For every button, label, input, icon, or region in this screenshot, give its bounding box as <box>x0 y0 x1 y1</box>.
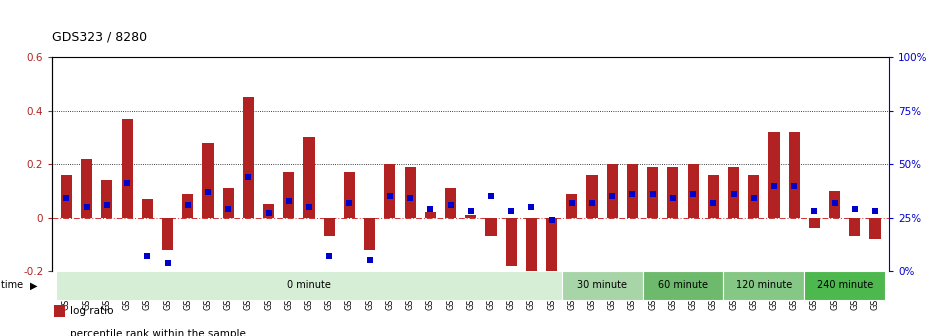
Point <box>362 258 378 263</box>
Point <box>160 260 175 265</box>
Bar <box>506 218 516 266</box>
Point <box>59 196 74 201</box>
Bar <box>56 271 562 300</box>
Bar <box>643 271 724 300</box>
Point <box>504 209 519 214</box>
Bar <box>728 167 739 218</box>
Point <box>585 200 600 205</box>
Bar <box>668 167 678 218</box>
Bar <box>243 97 254 218</box>
Point <box>79 204 94 210</box>
Point <box>806 209 822 214</box>
Bar <box>54 328 65 336</box>
Bar <box>445 188 456 218</box>
Text: 60 minute: 60 minute <box>658 281 708 290</box>
Point <box>726 192 741 197</box>
Bar <box>708 175 719 218</box>
Text: time: time <box>1 281 27 290</box>
Bar <box>485 218 496 237</box>
Bar <box>688 164 699 218</box>
Point <box>666 196 681 201</box>
Point <box>544 217 559 222</box>
Point <box>321 253 337 259</box>
Bar <box>384 164 396 218</box>
Bar <box>183 194 193 218</box>
Point <box>99 202 114 208</box>
Bar <box>404 167 416 218</box>
Point <box>241 174 256 180</box>
Text: 120 minute: 120 minute <box>736 281 792 290</box>
Bar <box>81 159 92 218</box>
Bar <box>323 218 335 237</box>
Bar <box>768 132 780 218</box>
Point <box>564 200 579 205</box>
Point <box>341 200 357 205</box>
Bar <box>283 172 295 218</box>
Point <box>180 202 195 208</box>
Point <box>786 183 802 188</box>
Point <box>443 202 458 208</box>
Text: ▶: ▶ <box>30 281 38 290</box>
Point <box>120 181 135 186</box>
Point <box>281 198 297 203</box>
Point <box>201 189 216 195</box>
Point <box>382 194 398 199</box>
Bar <box>562 271 643 300</box>
Bar <box>788 132 800 218</box>
Bar <box>627 164 638 218</box>
Point <box>140 253 155 259</box>
Point <box>767 183 782 188</box>
Bar <box>465 215 476 218</box>
Bar <box>102 180 112 218</box>
Bar <box>748 175 759 218</box>
Point <box>706 200 721 205</box>
Point <box>483 194 498 199</box>
Point <box>625 192 640 197</box>
Point <box>686 192 701 197</box>
Bar <box>364 218 376 250</box>
Bar <box>869 218 881 239</box>
Point <box>867 209 883 214</box>
Bar <box>162 218 173 250</box>
Bar <box>344 172 355 218</box>
Bar <box>303 137 315 218</box>
Bar <box>805 271 885 300</box>
Bar <box>647 167 658 218</box>
Bar <box>425 212 436 218</box>
Bar <box>566 194 577 218</box>
Bar <box>829 191 840 218</box>
Bar <box>203 143 214 218</box>
Bar <box>61 175 72 218</box>
Bar <box>546 218 557 279</box>
Point <box>827 200 843 205</box>
Bar <box>587 175 597 218</box>
Point <box>402 196 417 201</box>
Text: percentile rank within the sample: percentile rank within the sample <box>69 329 245 336</box>
Point <box>524 204 539 210</box>
Bar <box>607 164 618 218</box>
Point <box>463 209 478 214</box>
Text: log ratio: log ratio <box>69 306 113 316</box>
Bar <box>526 218 537 277</box>
Bar <box>223 188 234 218</box>
Bar <box>142 199 153 218</box>
Text: 240 minute: 240 minute <box>817 281 873 290</box>
Point <box>645 192 660 197</box>
Bar <box>54 305 65 317</box>
Point <box>847 206 863 212</box>
Point <box>747 196 762 201</box>
Point <box>605 194 620 199</box>
Bar <box>724 271 805 300</box>
Point <box>301 204 317 210</box>
Text: 30 minute: 30 minute <box>577 281 627 290</box>
Bar <box>849 218 861 237</box>
Point <box>221 206 236 212</box>
Text: GDS323 / 8280: GDS323 / 8280 <box>52 31 147 44</box>
Bar <box>122 119 132 218</box>
Bar <box>809 218 820 228</box>
Point <box>422 206 437 212</box>
Point <box>261 211 276 216</box>
Text: 0 minute: 0 minute <box>287 281 331 290</box>
Bar <box>263 204 274 218</box>
